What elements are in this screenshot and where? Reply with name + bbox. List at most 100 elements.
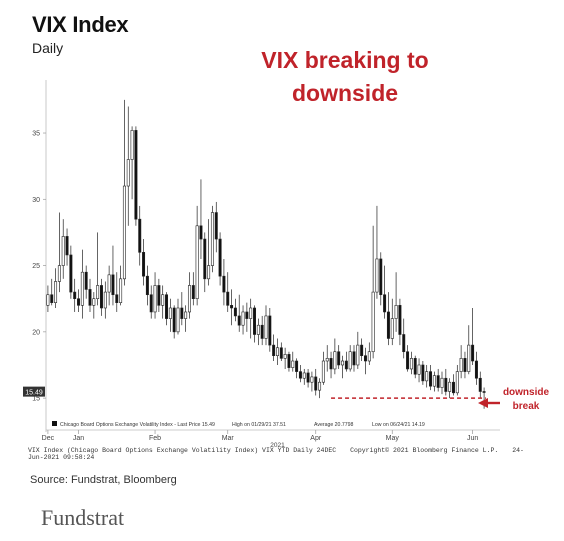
candle-body-down [253, 307, 257, 335]
candle-body-up [321, 360, 325, 383]
candle-body-down [191, 285, 195, 300]
candle [249, 298, 253, 339]
candle-body-up [195, 225, 199, 300]
candle-body-down [344, 360, 348, 370]
candle-body-down [279, 347, 283, 359]
candle [92, 292, 96, 319]
candle [142, 239, 146, 286]
candle [352, 345, 356, 372]
candle [451, 374, 455, 396]
candle [241, 305, 245, 335]
candle [80, 249, 84, 319]
candle [187, 272, 191, 319]
y-tick-label: 20 [32, 329, 40, 336]
candle-body-down [379, 258, 383, 296]
candle [233, 298, 237, 322]
candle [306, 368, 310, 388]
candle [256, 318, 260, 346]
candle [99, 278, 103, 316]
candle-body-up [153, 285, 157, 313]
candle-body-down [237, 315, 241, 326]
candle-body-up [394, 305, 398, 319]
candle-body-down [478, 377, 482, 392]
break-line-1: downside [502, 387, 550, 398]
candle [65, 228, 69, 266]
candle [425, 364, 429, 388]
x-tick-label: May [386, 435, 400, 442]
candle-body-down [463, 358, 467, 372]
candle [471, 307, 475, 365]
candle [253, 305, 257, 343]
candle-body-up [210, 212, 214, 266]
candle [222, 258, 226, 306]
candle [199, 179, 203, 259]
candle-body-down [402, 334, 406, 353]
candle [130, 126, 134, 200]
y-tick-label: 15 [32, 396, 40, 403]
candle-body-down [111, 274, 115, 296]
candle-body-up [367, 351, 371, 362]
break-line-2: break [512, 401, 540, 412]
candle [360, 338, 364, 362]
candle-body-up [61, 236, 65, 266]
candle-body-down [230, 305, 234, 309]
candle-body-down [295, 360, 299, 372]
candle [180, 292, 184, 326]
candle [379, 252, 383, 306]
candle-body-down [218, 238, 222, 277]
footer-ticker-info: VIX Index (Chicago Board Options Exchang… [28, 447, 337, 454]
candle [119, 265, 123, 306]
bloomberg-footer: VIX Index (Chicago Board Options Exchang… [28, 447, 528, 461]
candle [429, 364, 433, 391]
candle [448, 378, 452, 399]
legend-high: High on 01/29/21 37.51 [232, 422, 286, 428]
candle [218, 232, 222, 286]
legend-low: Low on 06/24/21 14.19 [372, 422, 425, 428]
candle-body-down [268, 315, 272, 346]
chart-overlay: 15.49 [23, 386, 500, 408]
candle-body-down [199, 225, 203, 240]
candle [474, 351, 478, 385]
candle [409, 351, 413, 375]
candle-body-up [80, 271, 84, 306]
candle-body-up [241, 311, 245, 326]
candle-body-down [444, 377, 448, 392]
candle [383, 265, 387, 319]
candle-body-up [184, 311, 188, 319]
candle [467, 325, 471, 375]
candle [363, 347, 367, 375]
candle [455, 364, 459, 396]
candle [344, 351, 348, 372]
candle-body-up [57, 265, 61, 282]
candle-body-up [119, 278, 123, 303]
candle-body-up [107, 274, 111, 293]
candle [122, 99, 126, 286]
candle-body-up [440, 377, 444, 388]
candle [260, 315, 264, 346]
x-tick-label: Jan [73, 435, 84, 442]
y-tick-label: 30 [32, 197, 40, 204]
candle [432, 371, 436, 392]
x-tick-label: Dec [42, 435, 55, 442]
y-axis: 15 20 25 30 35 [32, 131, 46, 403]
candle-body-up [432, 375, 436, 387]
candle [168, 298, 172, 332]
candle-body-up [92, 298, 96, 306]
candle-body-up [207, 265, 211, 280]
candle-body-down [329, 358, 333, 370]
candle-body-down [245, 311, 249, 319]
candle [356, 331, 360, 369]
x-tick-label: Apr [310, 435, 322, 442]
candle [153, 272, 157, 319]
headline-line-1: VIX breaking to [261, 47, 429, 73]
candle [50, 278, 54, 306]
candle-body-up [371, 291, 375, 353]
candle [421, 361, 425, 385]
candle-body-down [352, 351, 356, 366]
candle-body-up [96, 285, 100, 300]
candle [172, 305, 176, 339]
candle [275, 338, 279, 365]
candle [145, 265, 149, 306]
legend-series: Chicago Board Options Exchange Volatilit… [60, 422, 215, 428]
candle-body-up [409, 358, 413, 370]
